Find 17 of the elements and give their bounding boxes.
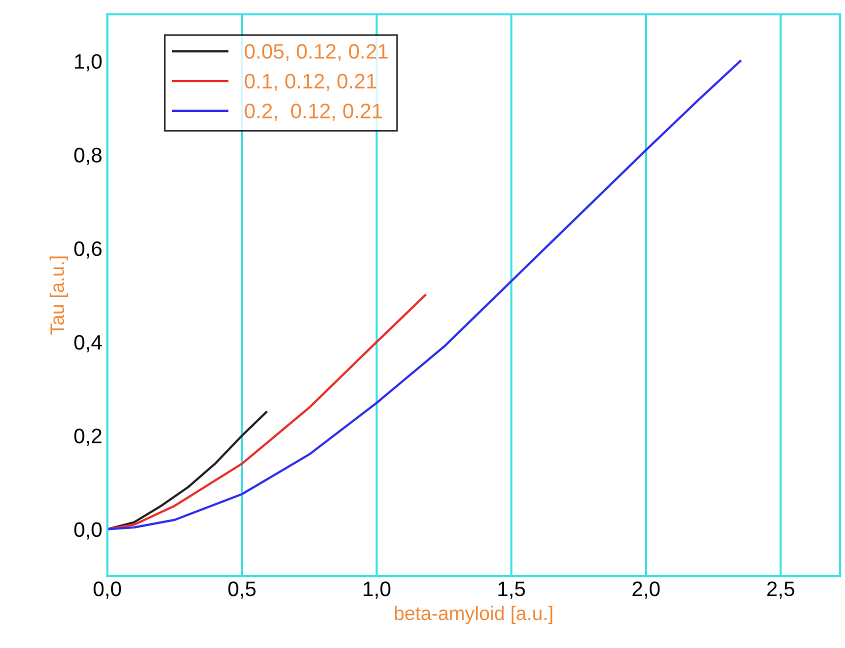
legend-label: 0.1, 0.12, 0.21 bbox=[244, 74, 376, 92]
y-tick-label: 1,0 bbox=[75, 54, 102, 72]
x-tick-label: 0,5 bbox=[228, 581, 256, 599]
x-tick-label: 2,5 bbox=[767, 581, 794, 599]
x-tick-label: 2,0 bbox=[632, 581, 660, 599]
x-tick-label: 1,0 bbox=[364, 581, 390, 599]
y-tick-label: 0,0 bbox=[74, 522, 102, 540]
y-axis-title: Tau [a.u.] bbox=[50, 256, 68, 335]
y-tick-label: 0,4 bbox=[74, 334, 102, 352]
legend-label: 0.2, 0.12, 0.21 bbox=[244, 104, 382, 121]
y-tick-label: 0,2 bbox=[74, 428, 102, 446]
x-axis-title: beta-amyloid [a.u.] bbox=[394, 606, 552, 624]
y-tick-label: 0,6 bbox=[74, 241, 102, 259]
x-tick-label: 0,0 bbox=[94, 581, 121, 599]
legend-label: 0.05, 0.12, 0.21 bbox=[244, 44, 388, 62]
x-tick-label: 1,5 bbox=[498, 582, 525, 599]
y-tick-label: 0,8 bbox=[74, 148, 102, 165]
